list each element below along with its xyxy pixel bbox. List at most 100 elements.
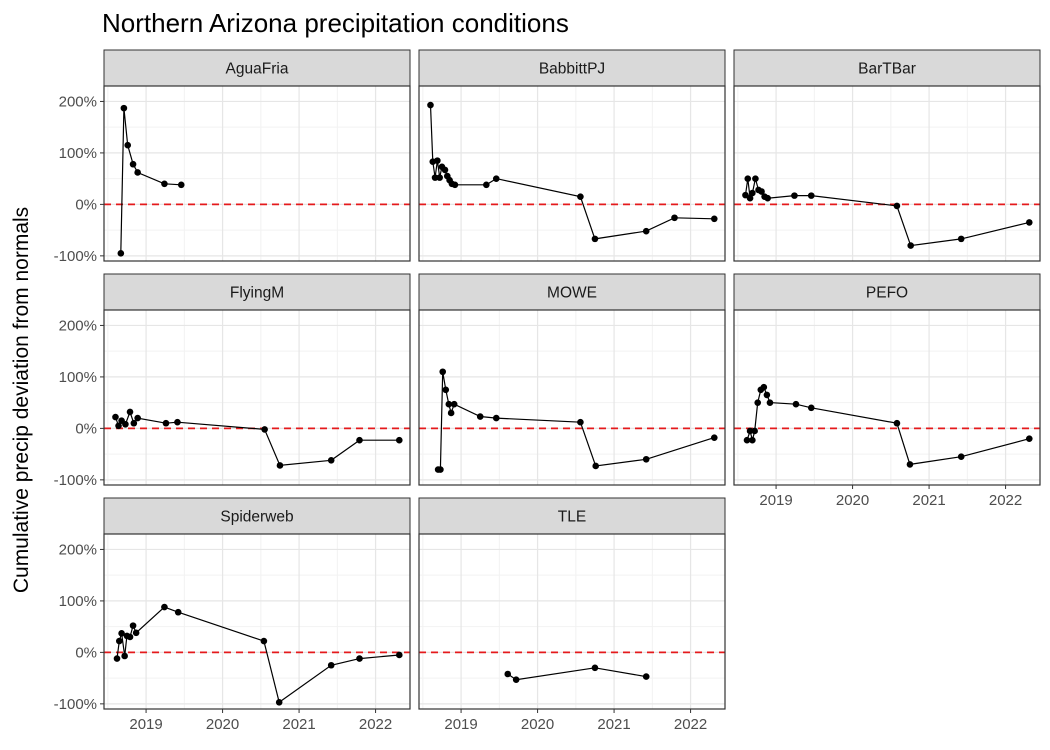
data-point bbox=[766, 399, 774, 406]
data-point bbox=[1025, 219, 1033, 226]
x-tick-label: 2021 bbox=[912, 492, 945, 509]
y-tick-label: 0% bbox=[75, 644, 97, 661]
panel-background bbox=[104, 86, 410, 261]
strip-background bbox=[103, 49, 411, 87]
strip-label: TLE bbox=[558, 509, 586, 526]
data-point bbox=[445, 400, 453, 408]
data-point bbox=[577, 193, 584, 200]
panel-border bbox=[733, 309, 1041, 486]
y-tick-label: 100% bbox=[59, 369, 97, 386]
data-point bbox=[893, 419, 901, 427]
strip-background bbox=[733, 49, 1041, 87]
data-point bbox=[807, 404, 815, 412]
strip-label: AguaFria bbox=[226, 61, 289, 78]
panel-spiderweb: Spiderweb -100% 0% 100% 200% 2019 2020 2021 2022 bbox=[54, 497, 411, 733]
data-point bbox=[327, 661, 335, 669]
data-point bbox=[121, 652, 128, 660]
data-point bbox=[591, 235, 599, 243]
data-point bbox=[450, 400, 458, 408]
data-point bbox=[754, 399, 762, 406]
data-point bbox=[130, 419, 138, 427]
strip-label: Spiderweb bbox=[220, 509, 293, 526]
data-point bbox=[710, 215, 718, 223]
data-point bbox=[492, 414, 500, 422]
facet-panels: AguaFria -100% 0% 100% 200% BabbittPJ BarTBar F… bbox=[54, 49, 1041, 733]
y-tick-label: 200% bbox=[59, 317, 97, 334]
data-point bbox=[261, 426, 268, 433]
data-point bbox=[439, 368, 447, 376]
data-point bbox=[177, 181, 185, 189]
data-point bbox=[710, 434, 718, 441]
panel-background bbox=[419, 310, 725, 485]
data-point bbox=[132, 629, 140, 637]
data-point bbox=[276, 462, 284, 469]
data-point bbox=[957, 453, 965, 460]
data-point bbox=[906, 461, 914, 468]
data-point bbox=[434, 157, 441, 164]
y-tick-label: 100% bbox=[59, 145, 97, 162]
data-point bbox=[118, 630, 125, 637]
y-tick-label: 0% bbox=[75, 196, 97, 213]
data-point bbox=[746, 194, 754, 202]
data-point bbox=[746, 427, 754, 435]
y-tick-label: 100% bbox=[59, 593, 97, 610]
y-tick-label: -100% bbox=[54, 696, 97, 713]
panel-background bbox=[419, 86, 725, 261]
panel-pefo: PEFO 2019 2020 2021 2022 bbox=[733, 273, 1041, 509]
data-point bbox=[115, 422, 122, 430]
panel-background bbox=[104, 310, 410, 485]
data-point bbox=[275, 699, 283, 706]
y-tick-label: -100% bbox=[54, 248, 97, 265]
panel-aguafria: AguaFria -100% 0% 100% 200% bbox=[54, 49, 411, 265]
panel-border bbox=[103, 309, 411, 486]
panel-mowe: MOWE bbox=[418, 273, 726, 486]
x-tick-label: 2019 bbox=[759, 492, 792, 509]
data-point bbox=[447, 409, 455, 417]
panel-border bbox=[418, 533, 726, 710]
data-point bbox=[671, 214, 678, 222]
data-point bbox=[162, 419, 170, 427]
data-point bbox=[356, 436, 363, 444]
data-point bbox=[451, 181, 459, 189]
strip-background bbox=[103, 497, 411, 535]
data-point bbox=[764, 194, 771, 202]
y-axis-label: Cumulative precip deviation from normals bbox=[10, 207, 33, 593]
panel-background bbox=[104, 534, 410, 709]
panel-border bbox=[733, 85, 1041, 262]
data-point bbox=[126, 633, 134, 641]
strip-background bbox=[733, 273, 1041, 311]
data-point bbox=[743, 436, 751, 444]
y-tick-label: 200% bbox=[59, 541, 97, 558]
panel-border bbox=[418, 309, 726, 486]
data-point bbox=[744, 175, 752, 182]
data-point bbox=[174, 418, 181, 426]
x-tick-label: 2022 bbox=[359, 716, 392, 733]
panel-flyingm: FlyingM -100% 0% 100% 200% bbox=[54, 273, 411, 489]
data-point bbox=[134, 414, 141, 422]
strip-label: BabbittPJ bbox=[539, 61, 605, 78]
data-point bbox=[427, 101, 434, 109]
data-point bbox=[642, 673, 650, 680]
data-point bbox=[492, 175, 500, 182]
panel-background bbox=[734, 310, 1040, 485]
strip-label: PEFO bbox=[866, 285, 908, 302]
data-point bbox=[760, 383, 768, 391]
strip-label: BarTBar bbox=[858, 61, 916, 78]
data-point bbox=[893, 202, 901, 210]
panel-background bbox=[734, 86, 1040, 261]
data-point bbox=[763, 391, 771, 399]
data-point bbox=[327, 456, 335, 464]
x-tick-label: 2019 bbox=[444, 716, 477, 733]
data-point bbox=[957, 235, 965, 243]
data-point bbox=[749, 189, 756, 197]
panel-border bbox=[418, 85, 726, 262]
data-point bbox=[122, 420, 129, 428]
data-point bbox=[117, 249, 125, 257]
chart-title: Northern Arizona precipitation condition… bbox=[102, 8, 569, 38]
x-tick-label: 2020 bbox=[206, 716, 239, 733]
data-point bbox=[577, 418, 584, 426]
y-tick-label: 200% bbox=[59, 93, 97, 110]
data-point bbox=[134, 169, 141, 176]
panel-tle: TLE 2019 2020 2021 2022 bbox=[418, 497, 726, 733]
